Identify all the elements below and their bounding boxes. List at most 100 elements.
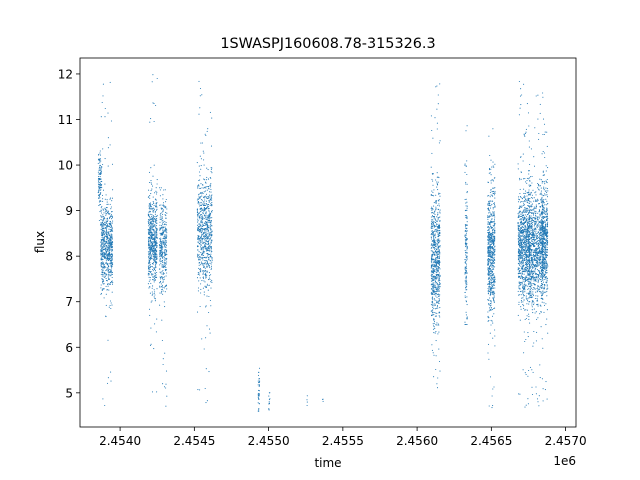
data-point	[197, 238, 199, 240]
data-point	[200, 241, 202, 243]
data-point	[433, 318, 435, 320]
data-point	[432, 299, 434, 301]
data-point	[106, 262, 108, 264]
data-point	[487, 352, 489, 354]
data-point	[434, 294, 436, 296]
data-point	[523, 196, 525, 198]
data-point	[431, 206, 433, 208]
data-point	[109, 272, 111, 274]
data-point	[524, 196, 526, 198]
data-point	[433, 286, 435, 288]
data-point	[431, 305, 433, 307]
data-point	[466, 257, 468, 259]
data-point	[488, 227, 490, 229]
data-point	[110, 243, 112, 245]
data-point	[436, 307, 438, 309]
data-point	[528, 282, 530, 284]
data-point	[528, 318, 530, 320]
data-point	[154, 252, 156, 254]
data-point	[202, 277, 205, 279]
data-point	[203, 231, 205, 233]
data-point	[464, 214, 466, 217]
data-point	[518, 260, 521, 262]
data-point	[107, 137, 109, 139]
data-point	[430, 292, 432, 294]
data-point	[150, 219, 152, 221]
data-point	[488, 277, 490, 279]
data-point	[205, 235, 207, 237]
data-point	[439, 283, 441, 285]
data-point	[210, 232, 212, 234]
data-point	[200, 221, 202, 223]
data-point	[494, 163, 496, 165]
data-point	[102, 209, 104, 211]
data-point	[526, 177, 528, 179]
data-point	[464, 258, 466, 261]
data-point	[522, 218, 524, 220]
data-point	[491, 191, 493, 193]
data-point	[526, 217, 528, 219]
data-point	[526, 182, 528, 184]
data-point	[165, 269, 168, 271]
data-point	[525, 239, 527, 241]
data-point	[166, 212, 168, 214]
data-point	[148, 225, 150, 227]
data-point	[433, 252, 435, 255]
data-point	[436, 288, 438, 290]
data-point	[165, 370, 168, 372]
data-point	[487, 223, 489, 225]
data-point	[152, 207, 154, 210]
data-point	[160, 224, 162, 226]
data-point	[201, 195, 203, 197]
data-point	[103, 241, 105, 243]
data-point	[199, 155, 201, 157]
data-point	[111, 222, 113, 224]
data-point	[159, 227, 161, 229]
data-point	[153, 279, 155, 281]
data-point	[155, 225, 157, 227]
data-point	[104, 257, 106, 259]
data-point	[518, 80, 520, 83]
data-point	[466, 205, 468, 207]
data-point	[490, 307, 492, 309]
data-point	[438, 324, 440, 326]
data-point	[151, 233, 153, 235]
data-point	[433, 307, 435, 310]
data-point	[111, 234, 113, 236]
data-point	[111, 265, 113, 267]
data-point	[432, 255, 434, 257]
data-point	[110, 256, 112, 259]
data-point	[149, 248, 152, 250]
data-point	[164, 306, 166, 308]
data-point	[438, 223, 440, 225]
data-point	[200, 224, 202, 226]
data-point	[152, 278, 154, 281]
data-point	[434, 222, 436, 224]
data-point	[524, 199, 527, 201]
data-point	[494, 292, 496, 294]
data-point	[201, 238, 203, 240]
data-point	[493, 239, 495, 241]
data-point	[520, 263, 523, 265]
data-point	[105, 258, 107, 260]
data-point	[437, 274, 439, 276]
data-point	[210, 188, 212, 190]
data-point	[151, 254, 153, 256]
data-point	[524, 271, 526, 273]
data-point	[111, 237, 113, 240]
data-point	[148, 274, 150, 276]
data-point	[108, 274, 110, 276]
data-point	[466, 268, 468, 270]
data-point	[149, 266, 151, 269]
data-point	[203, 214, 205, 216]
data-point	[164, 287, 166, 289]
data-point	[431, 173, 433, 175]
data-point	[148, 267, 150, 269]
data-point	[99, 189, 101, 192]
data-point	[148, 270, 150, 272]
data-point	[439, 245, 441, 247]
data-point	[528, 173, 530, 175]
data-point	[198, 212, 201, 214]
data-point	[206, 261, 209, 263]
data-point	[161, 339, 163, 342]
